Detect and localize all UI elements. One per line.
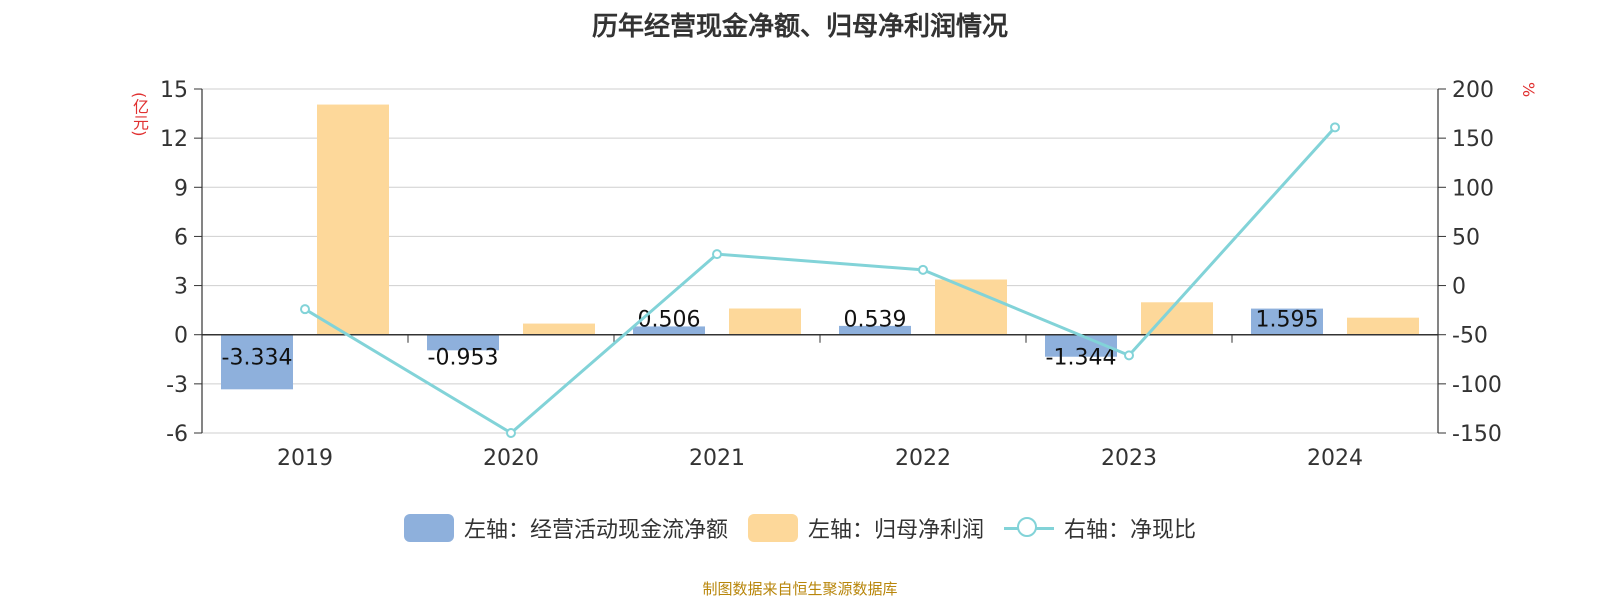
source-note: 制图数据来自恒生聚源数据库 (702, 580, 898, 598)
legend-item-cash[interactable]: 左轴：经营活动现金流净额 (403, 512, 728, 544)
legend-item-profit[interactable]: 左轴：归母净利润 (747, 512, 984, 544)
point-ratio-2023 (1124, 350, 1134, 361)
point-ratio-2022 (918, 264, 928, 275)
right-axis-tick-label: 100 (1452, 176, 1494, 201)
right-axis-tick-label: -50 (1452, 324, 1488, 349)
right-axis-tick-label: 200 (1452, 78, 1494, 103)
bar-cash-2022 (839, 325, 911, 335)
data-label-cash: 1.595 (1256, 308, 1319, 333)
left-axis-unit: (亿元) (130, 92, 149, 137)
bar-swatch-blue-icon (403, 514, 454, 542)
left-axis-tick-label: 0 (174, 324, 188, 349)
line-circle-marker-icon (1004, 514, 1054, 542)
legend-label-cash: 左轴：经营活动现金流净额 (463, 518, 728, 543)
point-ratio-2021 (712, 249, 722, 260)
point-ratio-2024 (1330, 122, 1340, 133)
left-axis-tick-label: -6 (166, 422, 188, 447)
x-axis-category-label: 2020 (483, 446, 539, 471)
right-axis-tick-label: 150 (1452, 127, 1494, 152)
right-axis-tick-label: -150 (1452, 422, 1502, 447)
bar-cash-2024 (1251, 308, 1323, 335)
left-axis-tick-label: 12 (160, 127, 188, 152)
bar-profit-2021 (729, 308, 801, 335)
right-axis-tick-label: 50 (1452, 225, 1480, 250)
legend-label-profit: 左轴：归母净利润 (807, 518, 984, 543)
right-axis-tick-label: 0 (1452, 275, 1466, 300)
right-axis-tick-label: -100 (1452, 373, 1502, 398)
point-ratio-2019 (300, 304, 310, 315)
left-axis-tick-label: 15 (160, 78, 188, 103)
bar-cash-2020 (427, 334, 499, 351)
series-line-ratio (304, 126, 1337, 435)
left-axis-tick-label: 6 (174, 225, 188, 250)
bar-cash-2019 (221, 334, 293, 390)
x-axis-category-label: 2021 (689, 446, 745, 471)
legend-item-ratio[interactable]: 右轴：净现比 (1004, 512, 1196, 544)
data-label-cash: -1.344 (1046, 346, 1117, 371)
data-label-cash: -3.334 (222, 346, 293, 371)
bar-profit-2022 (935, 279, 1007, 335)
bar-cash-2021 (633, 326, 705, 335)
left-axis-tick-label: -3 (166, 373, 188, 398)
data-label-cash: 0.539 (844, 308, 907, 333)
bar-profit-2024 (1347, 317, 1419, 335)
x-axis-category-label: 2024 (1307, 446, 1363, 471)
bar-profit-2020 (523, 323, 595, 335)
left-axis-tick-label: 3 (174, 275, 188, 300)
data-label-cash: 0.506 (638, 308, 701, 333)
x-axis-category-label: 2019 (277, 446, 333, 471)
point-ratio-2020 (506, 428, 516, 438)
x-axis-category-label: 2023 (1101, 446, 1157, 471)
bar-swatch-orange-icon (747, 514, 798, 542)
legend-label-ratio: 右轴：净现比 (1064, 518, 1197, 543)
bar-profit-2019 (317, 104, 389, 335)
bar-cash-2023 (1045, 334, 1117, 357)
left-axis-tick-label: 9 (174, 176, 188, 201)
x-axis-category-label: 2022 (895, 446, 951, 471)
chart-legend: 左轴：经营活动现金流净额 左轴：归母净利润 右轴：净现比 (0, 512, 1600, 544)
chart-title: 历年经营现金净额、归母净利润情况 (591, 12, 1008, 42)
data-label-cash: -0.953 (428, 346, 499, 371)
